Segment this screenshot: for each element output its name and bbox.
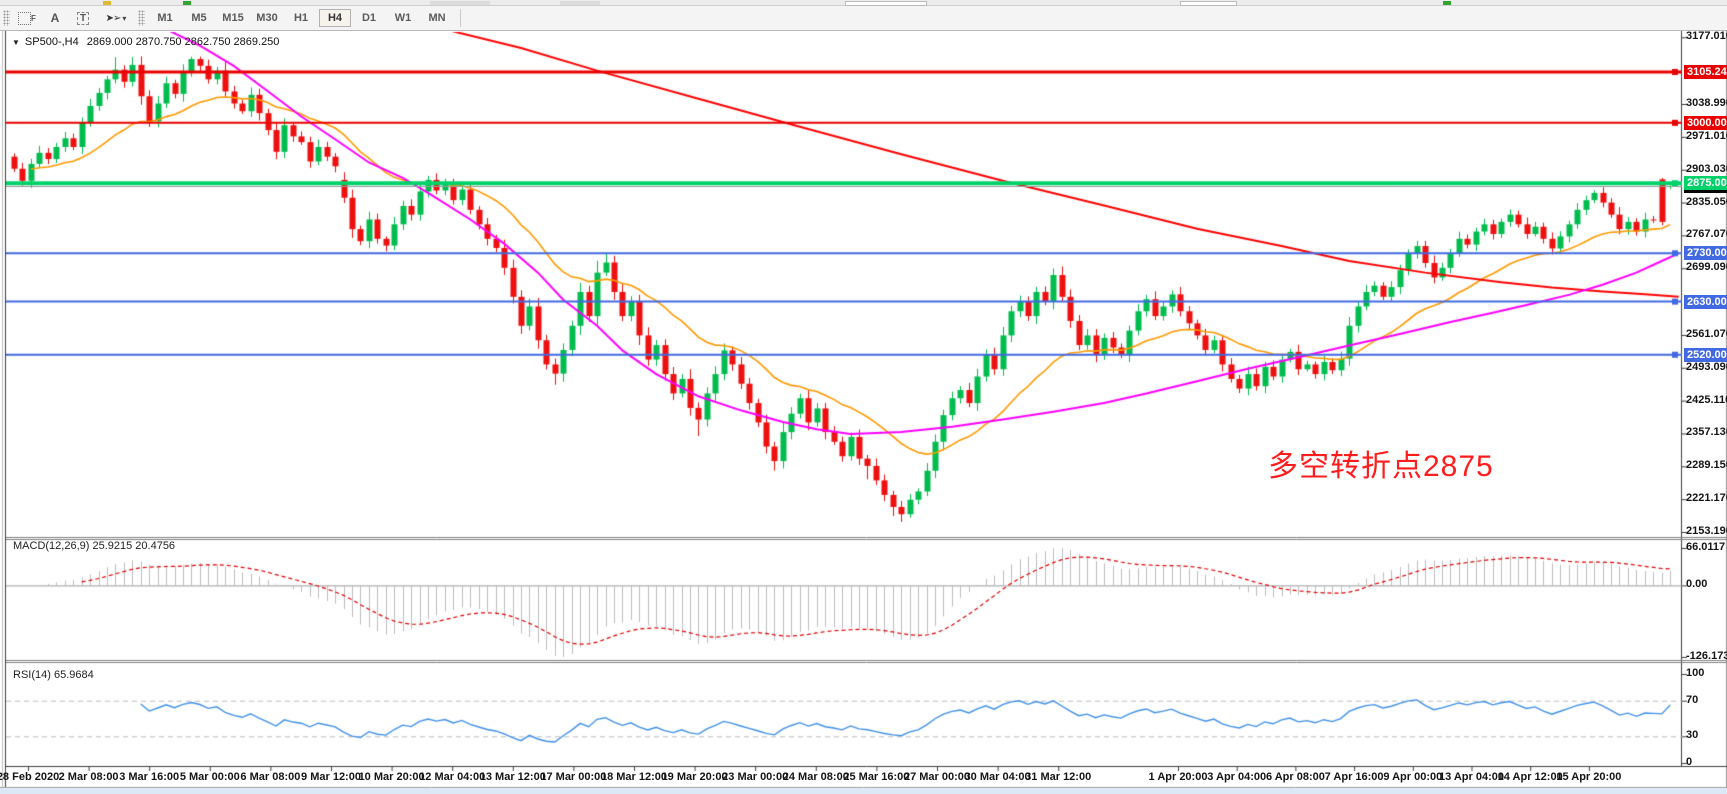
- price-axis-tick: 2357.130: [1686, 426, 1727, 439]
- text-box-icon: T: [76, 11, 90, 25]
- time-axis-label: 2 Mar 08:00: [58, 771, 119, 783]
- time-axis-label: 12 Mar 04:00: [419, 771, 486, 783]
- time-axis-label: 9 Apr 00:00: [1383, 771, 1443, 783]
- timeframe-button-D1[interactable]: D1: [361, 12, 377, 24]
- time-axis-label: 27 Mar 00:00: [903, 771, 971, 783]
- time-axis-label: 31 Mar 12:00: [1025, 771, 1092, 783]
- rsi-axis-label: 70: [1686, 693, 1699, 706]
- symbol-title: ▼ SP500-,H4 2869.000 2870.750 2862.750 286…: [12, 36, 279, 48]
- time-axis-label: 30 Mar 04:00: [964, 771, 1031, 783]
- price-axis-tick: 2699.090: [1686, 261, 1727, 274]
- symbol-period-label: SP500-,H4: [24, 36, 79, 48]
- chart-toolbar: F A T ➤➢ ▾ M1 M5 M15 M30 H1 H4 D1 W1 MN: [0, 6, 1727, 31]
- macd-axis-label: 0.00: [1686, 578, 1708, 591]
- macd-indicator-label: MACD(12,26,9) 25.9215 20.4756: [13, 540, 176, 552]
- rsi-indicator-label: RSI(14) 65.9684: [13, 669, 94, 681]
- time-axis-label: 15 Apr 20:00: [1556, 771, 1622, 783]
- price-axis-tick: 3177.010: [1686, 30, 1727, 43]
- time-axis-label: 7 Apr 16:00: [1324, 771, 1384, 783]
- timeframe-button-H4[interactable]: H4: [319, 9, 351, 27]
- timeframe-button-MN[interactable]: MN: [428, 12, 446, 24]
- time-axis-label: 19 Mar 20:00: [661, 771, 728, 783]
- time-axis-label: 24 Mar 08:00: [782, 771, 849, 783]
- time-axis-label: 17 Mar 00:00: [540, 771, 607, 783]
- letter-a-icon: A: [50, 11, 60, 25]
- dotted-grid-icon: [18, 11, 32, 25]
- time-axis-label: 25 Mar 16:00: [843, 771, 910, 783]
- time-axis-label: 14 Apr 12:00: [1497, 771, 1563, 783]
- price-axis-tick: 2835.050: [1686, 195, 1727, 208]
- time-axis-label: 6 Mar 08:00: [240, 771, 301, 783]
- timeframe-button-W1[interactable]: W1: [394, 12, 412, 24]
- ohlc-readout: 2869.000 2870.750 2862.750 2869.250: [86, 36, 280, 48]
- arrows-icon: ➤➢: [105, 12, 122, 24]
- clipped-icon: [1443, 1, 1451, 5]
- toolbar-separator: [460, 9, 461, 27]
- text-box-tool-button[interactable]: T: [70, 8, 96, 29]
- time-axis-label: 10 Mar 20:00: [358, 771, 425, 783]
- time-axis-label: 13 Apr 04:00: [1438, 771, 1505, 783]
- time-axis-label: 18 Mar 12:00: [600, 771, 668, 783]
- macd-axis-label: 66.0117: [1686, 540, 1726, 553]
- timeframe-button-M30[interactable]: M30: [256, 12, 278, 24]
- clipped-button: [560, 1, 600, 5]
- price-level-label[interactable]: 3000.000: [1684, 115, 1727, 130]
- time-axis-label: 1 Apr 20:00: [1148, 771, 1208, 783]
- clipped-upper-toolbar: [0, 0, 1727, 6]
- time-axis-label: 3 Mar 16:00: [119, 771, 180, 783]
- price-axis-tick: 2767.070: [1686, 228, 1727, 241]
- clipped-field: [1180, 1, 1237, 6]
- macd-axis-label: -126.173: [1686, 649, 1727, 662]
- price-level-label[interactable]: 2520.000: [1684, 347, 1727, 362]
- toolbar-grip[interactable]: [138, 10, 145, 26]
- time-axis-label: 3 Apr 04:00: [1207, 771, 1267, 783]
- price-axis-tick: 2221.170: [1686, 492, 1727, 505]
- price-level-label[interactable]: 2730.000: [1684, 246, 1727, 261]
- clipped-icon: [103, 1, 111, 5]
- timeframe-button-group: M1 M5 M15 M30 H1 H4 D1 W1 MN: [148, 9, 454, 27]
- rsi-axis-label: 0: [1686, 756, 1693, 768]
- price-axis-tick: 3038.990: [1686, 97, 1727, 109]
- price-axis-tick: 2153.190: [1686, 525, 1727, 537]
- price-level-label[interactable]: 2630.000: [1684, 294, 1727, 309]
- rsi-axis-label: 30: [1686, 729, 1699, 742]
- price-axis-tick: 2903.030: [1686, 162, 1727, 175]
- clipped-field: [845, 1, 927, 6]
- price-axis-tick: 2289.150: [1686, 459, 1727, 472]
- time-axis-label: 9 Mar 12:00: [301, 771, 361, 783]
- text-label-tool-button[interactable]: A: [42, 8, 68, 29]
- chevron-down-icon: ▾: [122, 13, 127, 23]
- time-axis-label: 28 Feb 2020: [0, 771, 60, 783]
- taskbar-edge: [0, 788, 1727, 794]
- time-axis-label: 6 Apr 08:00: [1265, 771, 1325, 783]
- price-axis-tick: 2561.070: [1686, 327, 1727, 340]
- price-axis-tick: 2971.010: [1686, 129, 1727, 142]
- timeframe-button-M5[interactable]: M5: [191, 12, 207, 24]
- dropdown-triangle-icon[interactable]: ▼: [12, 38, 20, 47]
- toolbar-grip[interactable]: [3, 10, 10, 26]
- template-grid-tool-button[interactable]: F: [14, 8, 40, 29]
- clipped-button: [430, 1, 490, 5]
- timeframe-button-M15[interactable]: M15: [222, 12, 244, 24]
- time-axis-label: 5 Mar 00:00: [179, 771, 240, 783]
- arrow-objects-tool-button[interactable]: ➤➢ ▾: [98, 8, 134, 29]
- price-axis-tick: 2493.090: [1686, 360, 1727, 373]
- price-level-label[interactable]: 2875.000: [1684, 176, 1727, 191]
- chart-annotation-text: 多空转折点2875: [1268, 450, 1494, 483]
- time-axis-label: 23 Mar 00:00: [722, 771, 789, 783]
- time-axis-label: 13 Mar 12:00: [479, 771, 546, 783]
- timeframe-button-H1[interactable]: H1: [293, 12, 309, 24]
- price-level-label[interactable]: 3105.244: [1684, 64, 1727, 79]
- rsi-axis-label: 100: [1686, 667, 1705, 679]
- timeframe-button-M1[interactable]: M1: [157, 12, 173, 24]
- price-axis-tick: 2425.110: [1686, 393, 1727, 406]
- clipped-icon: [183, 1, 191, 5]
